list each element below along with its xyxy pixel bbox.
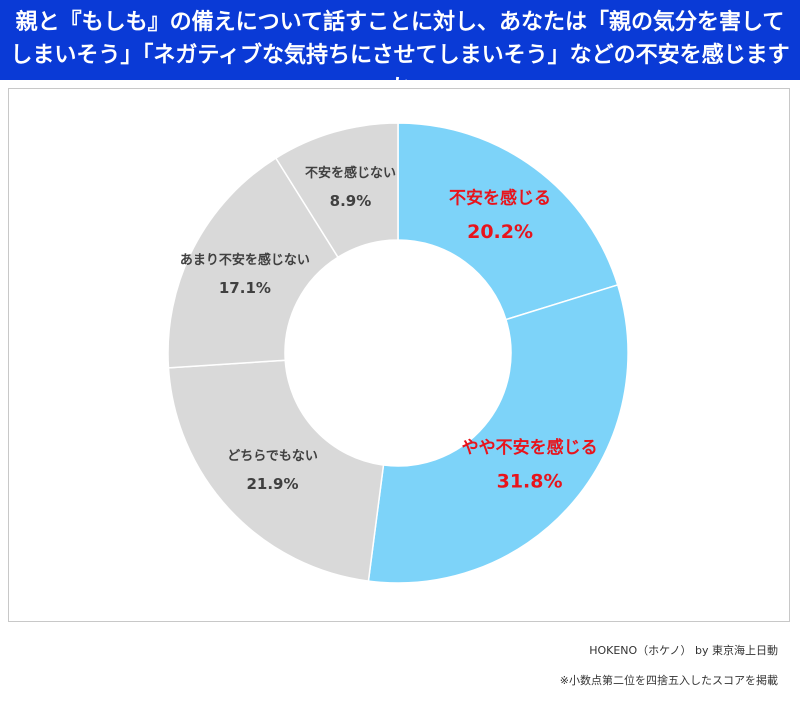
slice-value-label: 20.2% bbox=[467, 221, 533, 243]
chart-frame bbox=[8, 88, 790, 622]
note: ※小数点第二位を四捨五入したスコアを掲載 bbox=[559, 674, 778, 687]
slice-value-label: 31.8% bbox=[497, 470, 563, 492]
slice-value-label: 8.9% bbox=[330, 192, 372, 210]
slice bbox=[167, 359, 385, 582]
slice-category-label: あまり不安を感じない bbox=[180, 252, 310, 268]
source: HOKENO（ホケノ） by 東京海上日動 bbox=[589, 644, 778, 657]
slice-category-label: やや不安を感じる bbox=[462, 437, 598, 458]
slice bbox=[367, 284, 629, 584]
slice-value-label: 17.1% bbox=[219, 279, 271, 297]
slice-category-label: どちらでもない bbox=[227, 449, 318, 464]
slice-value-label: 21.9% bbox=[246, 475, 298, 493]
slice bbox=[274, 122, 399, 259]
slice bbox=[397, 122, 619, 321]
slice bbox=[167, 157, 340, 369]
slice-category-label: 不安を感じる bbox=[449, 188, 551, 209]
chart-title: 親と『もしも』の備えについて話すことに対し、あなたは「親の気分を害してしまいそう… bbox=[0, 0, 800, 101]
slice-category-label: 不安を感じない bbox=[305, 165, 396, 181]
